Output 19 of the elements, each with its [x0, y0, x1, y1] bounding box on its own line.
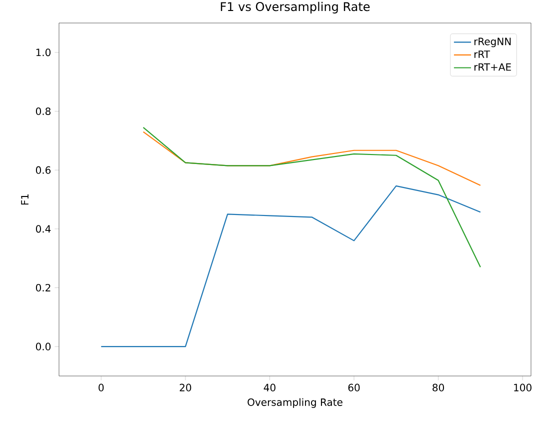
legend-label: rRegNN [474, 38, 511, 48]
x-axis-title: Oversampling Rate [248, 398, 342, 408]
x-tick-label: 60 [348, 384, 360, 392]
x-tick-label: 20 [180, 384, 192, 392]
x-tick-label: 0 [98, 384, 104, 392]
legend-label: rRT+AE [474, 63, 511, 71]
x-tick-label: 40 [264, 384, 276, 392]
y-tick-label: 1.0 [36, 48, 51, 56]
line-series [142, 126, 481, 268]
x-tick-label: 80 [432, 384, 444, 392]
y-tick-label: 0.0 [36, 342, 51, 350]
y-tick-label: 0.4 [36, 225, 51, 233]
chart-title: F1 vs Oversampling Rate [220, 2, 370, 14]
y-tick-label: 0.8 [36, 107, 51, 116]
legend-label: rRT [474, 50, 490, 58]
y-axis-title: F1 [21, 194, 28, 205]
x-tick-label: 100 [514, 384, 532, 392]
y-tick-label: 0.2 [36, 284, 50, 292]
y-tick-label: 0.6 [36, 166, 51, 174]
